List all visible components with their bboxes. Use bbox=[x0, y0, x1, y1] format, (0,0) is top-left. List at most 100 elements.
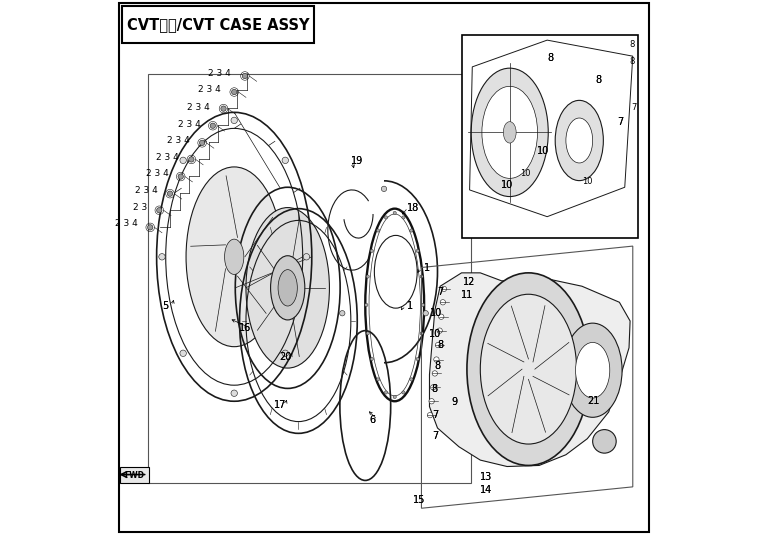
Circle shape bbox=[376, 378, 379, 381]
Ellipse shape bbox=[563, 323, 622, 417]
Text: 13: 13 bbox=[479, 472, 492, 482]
Text: 8: 8 bbox=[629, 57, 634, 66]
Circle shape bbox=[231, 117, 237, 124]
Circle shape bbox=[593, 430, 616, 453]
Bar bbox=[122, 6, 314, 43]
Circle shape bbox=[242, 73, 247, 79]
Bar bbox=[462, 35, 638, 238]
Text: 20: 20 bbox=[279, 353, 291, 362]
Ellipse shape bbox=[480, 294, 577, 444]
Circle shape bbox=[303, 254, 310, 260]
Text: 10: 10 bbox=[429, 330, 441, 339]
Text: 13: 13 bbox=[479, 472, 492, 482]
Text: 8: 8 bbox=[548, 53, 554, 63]
Circle shape bbox=[339, 310, 345, 316]
Circle shape bbox=[178, 174, 184, 179]
Text: 7: 7 bbox=[631, 103, 637, 112]
Circle shape bbox=[416, 357, 419, 361]
Circle shape bbox=[366, 332, 369, 335]
Circle shape bbox=[366, 275, 369, 278]
Ellipse shape bbox=[224, 239, 243, 274]
Circle shape bbox=[393, 211, 396, 215]
Circle shape bbox=[167, 191, 173, 196]
Text: 2 3 4: 2 3 4 bbox=[177, 120, 200, 128]
Polygon shape bbox=[429, 273, 630, 467]
Circle shape bbox=[221, 106, 226, 111]
Text: 8: 8 bbox=[437, 340, 443, 350]
Ellipse shape bbox=[270, 256, 305, 320]
Text: 11: 11 bbox=[461, 291, 473, 300]
Circle shape bbox=[370, 249, 373, 253]
Text: 1: 1 bbox=[406, 301, 412, 311]
Circle shape bbox=[439, 314, 444, 319]
Text: 10: 10 bbox=[430, 308, 442, 318]
Text: 7: 7 bbox=[432, 410, 438, 419]
Text: 5: 5 bbox=[163, 301, 169, 311]
Text: 8: 8 bbox=[432, 385, 438, 394]
Text: 16: 16 bbox=[239, 323, 251, 333]
Text: 18: 18 bbox=[407, 203, 419, 212]
Text: FWD: FWD bbox=[124, 471, 144, 479]
Text: 9: 9 bbox=[452, 398, 458, 407]
Text: 10: 10 bbox=[429, 330, 441, 339]
Text: 6: 6 bbox=[369, 415, 376, 425]
Text: CVT箱组/CVT CASE ASSY: CVT箱组/CVT CASE ASSY bbox=[127, 17, 310, 32]
Text: 21: 21 bbox=[588, 396, 600, 406]
Ellipse shape bbox=[246, 208, 329, 368]
Text: 10: 10 bbox=[430, 308, 442, 318]
Text: 20: 20 bbox=[279, 353, 291, 362]
Text: 10: 10 bbox=[501, 180, 513, 189]
Circle shape bbox=[231, 89, 237, 95]
Circle shape bbox=[159, 254, 165, 260]
Circle shape bbox=[431, 385, 436, 390]
Text: 10: 10 bbox=[538, 146, 550, 156]
FancyBboxPatch shape bbox=[120, 467, 148, 483]
Text: 2 3 4: 2 3 4 bbox=[157, 153, 179, 162]
Text: 16: 16 bbox=[239, 323, 251, 333]
Text: 5: 5 bbox=[163, 301, 169, 311]
Circle shape bbox=[384, 216, 388, 219]
Text: 1: 1 bbox=[424, 263, 430, 272]
Circle shape bbox=[180, 157, 187, 164]
Circle shape bbox=[423, 311, 429, 316]
Text: 19: 19 bbox=[351, 156, 363, 165]
Circle shape bbox=[402, 391, 405, 394]
Text: 8: 8 bbox=[435, 362, 441, 371]
Text: 2 3 4: 2 3 4 bbox=[146, 169, 168, 178]
Text: 17: 17 bbox=[273, 400, 286, 410]
Text: 10: 10 bbox=[501, 180, 513, 189]
Circle shape bbox=[376, 229, 379, 232]
Circle shape bbox=[147, 225, 153, 230]
Circle shape bbox=[384, 391, 388, 394]
Text: 8: 8 bbox=[435, 362, 441, 371]
Text: 7: 7 bbox=[432, 431, 438, 441]
Circle shape bbox=[282, 350, 289, 356]
Text: 7: 7 bbox=[437, 287, 443, 296]
Circle shape bbox=[370, 357, 373, 361]
Text: 2 3 4: 2 3 4 bbox=[198, 86, 221, 94]
Text: 2 3 4: 2 3 4 bbox=[187, 103, 210, 111]
Circle shape bbox=[416, 249, 419, 253]
Circle shape bbox=[189, 157, 194, 162]
Circle shape bbox=[365, 303, 368, 307]
Text: 9: 9 bbox=[452, 398, 458, 407]
Text: 19: 19 bbox=[351, 156, 363, 165]
Text: 1: 1 bbox=[424, 263, 430, 272]
Circle shape bbox=[420, 275, 423, 278]
Circle shape bbox=[435, 342, 441, 348]
Ellipse shape bbox=[278, 270, 297, 306]
Text: 2 3 4: 2 3 4 bbox=[115, 219, 138, 228]
Circle shape bbox=[393, 395, 396, 399]
Text: 7: 7 bbox=[617, 117, 624, 127]
Text: 18: 18 bbox=[407, 203, 419, 212]
Ellipse shape bbox=[566, 118, 593, 163]
Circle shape bbox=[157, 208, 162, 213]
Text: 7: 7 bbox=[617, 117, 624, 127]
Circle shape bbox=[442, 286, 447, 292]
Text: 6: 6 bbox=[369, 415, 376, 425]
Circle shape bbox=[282, 157, 289, 164]
Text: 8: 8 bbox=[548, 53, 554, 63]
Text: 11: 11 bbox=[461, 291, 473, 300]
Text: 8: 8 bbox=[432, 385, 438, 394]
Text: 8: 8 bbox=[595, 75, 601, 85]
